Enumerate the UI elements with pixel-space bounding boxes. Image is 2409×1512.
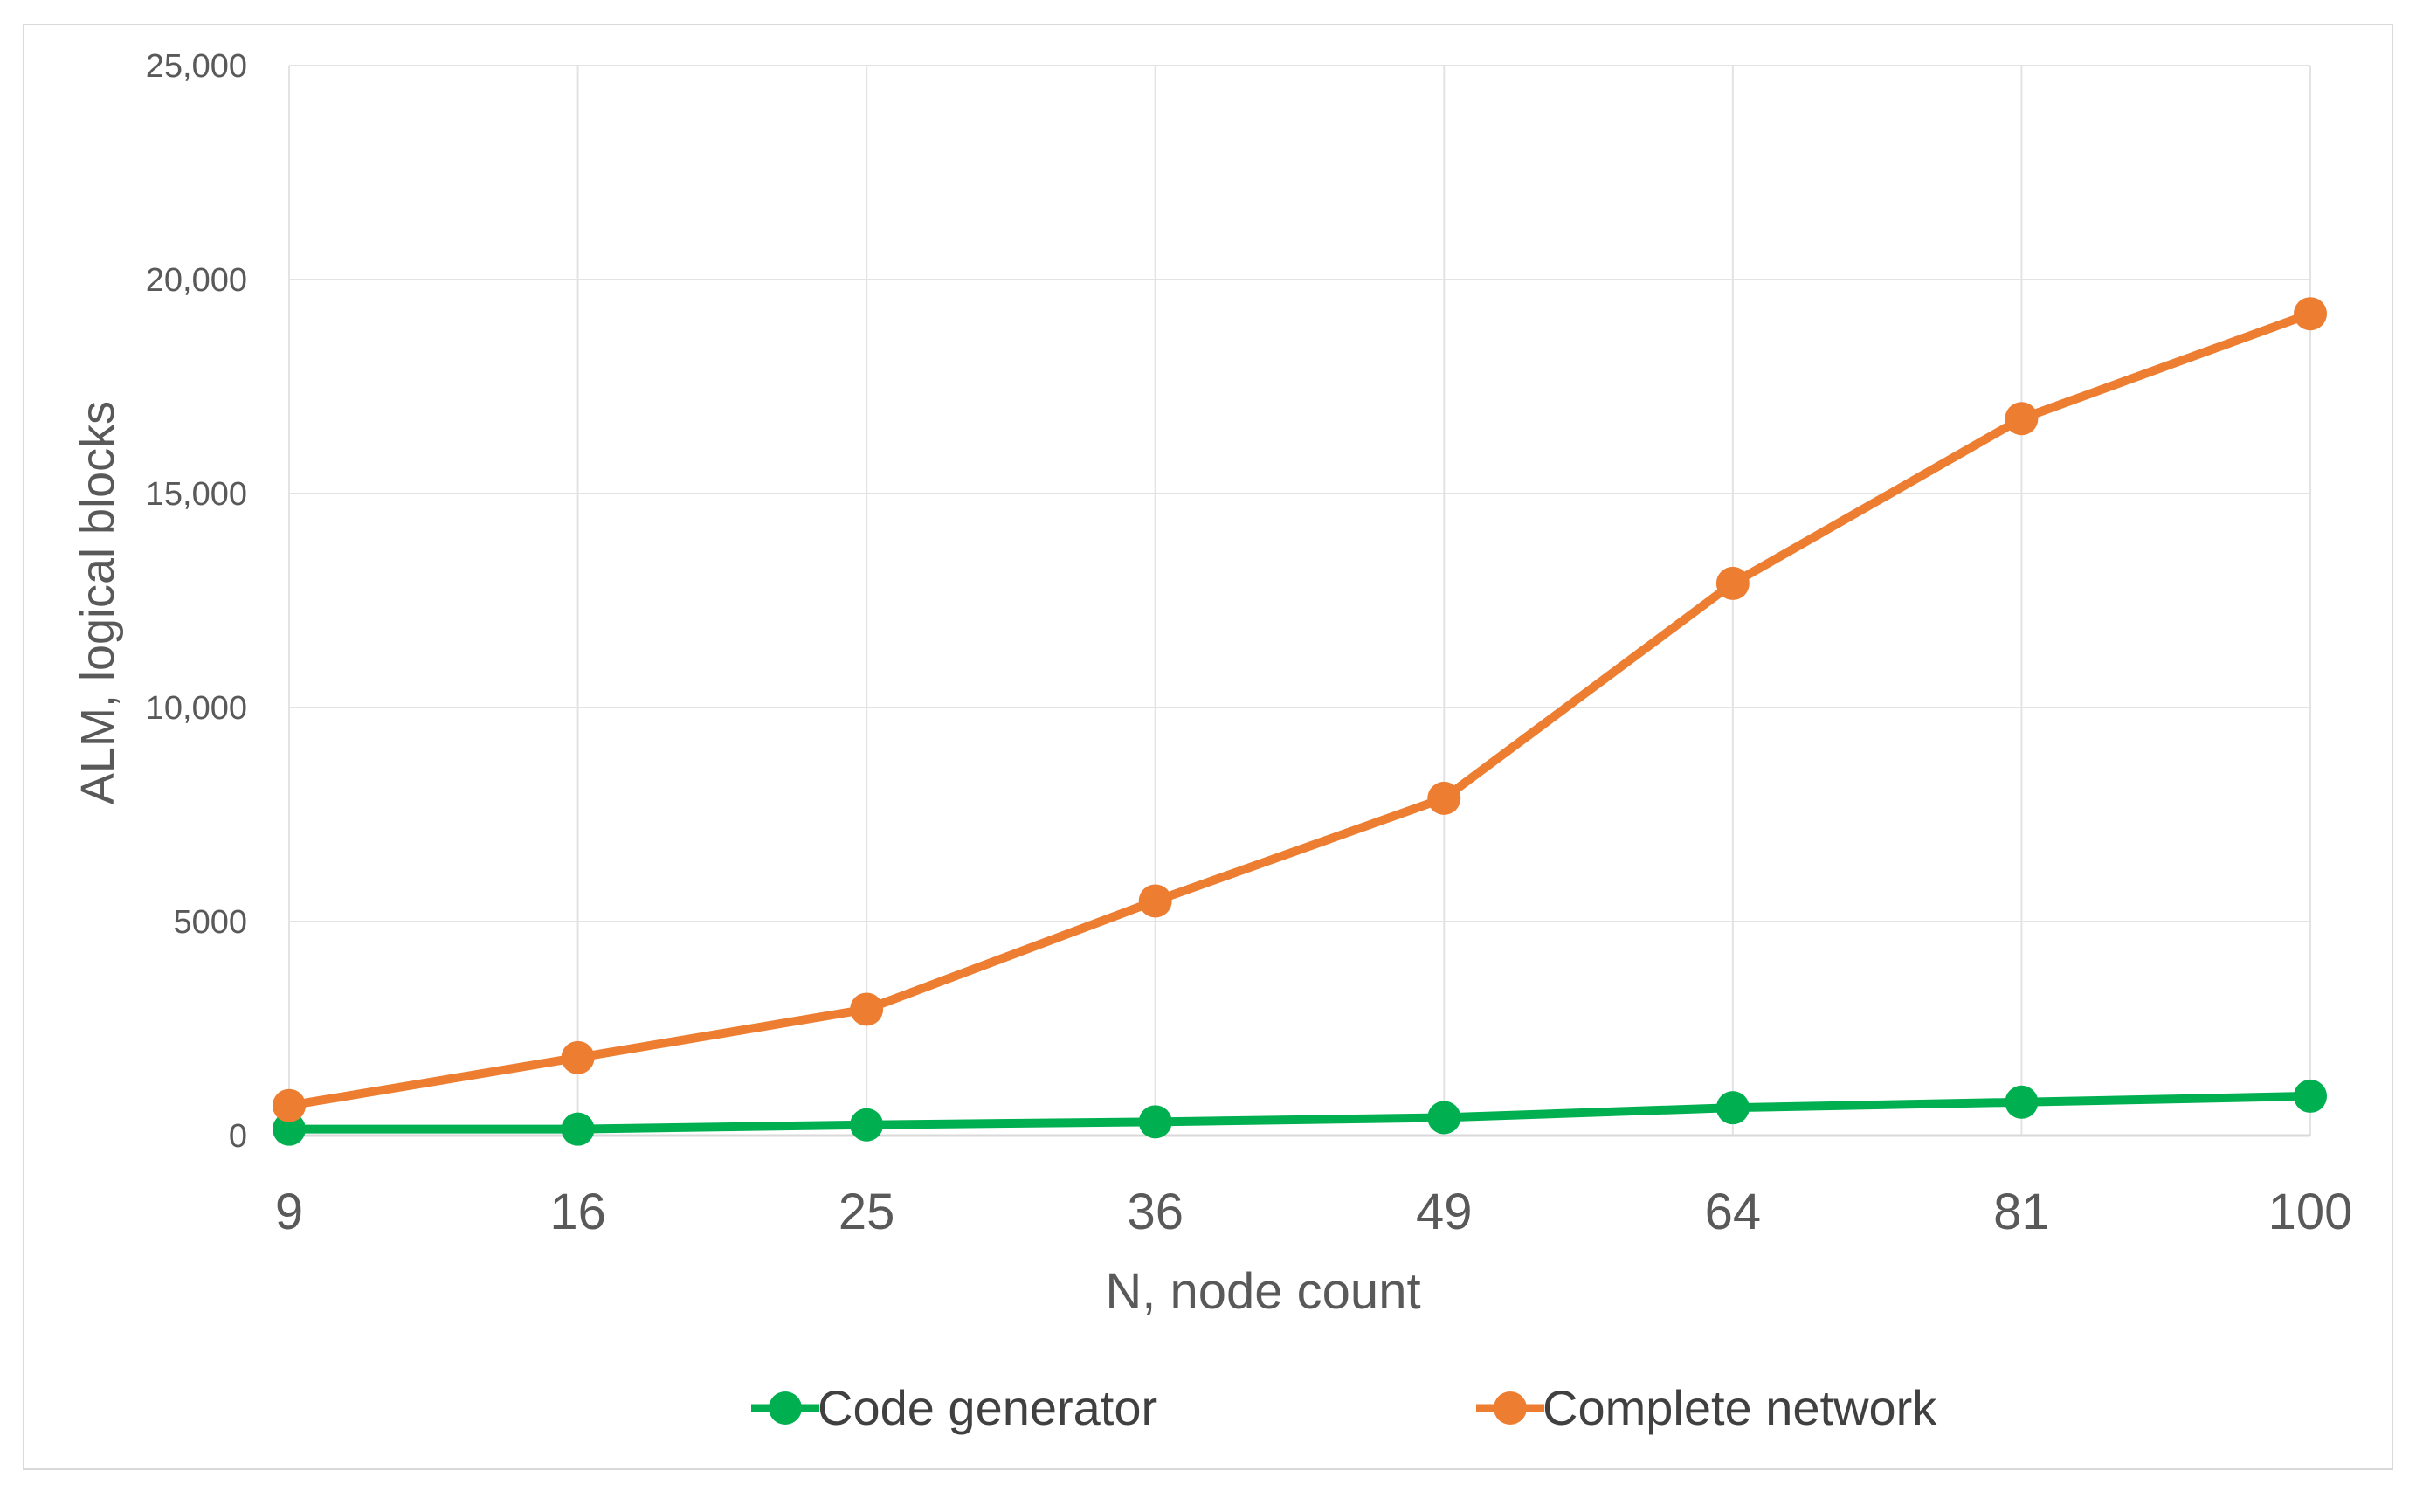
data-point-code-generator [1715, 1091, 1750, 1125]
y-axis-title: ALM, logical blocks [72, 401, 124, 804]
x-axis-ticks: 9 16 25 36 49 64 81 100 [275, 1184, 2353, 1240]
data-point-complete-network [2005, 402, 2039, 436]
data-point-complete-network [273, 1088, 306, 1122]
gridlines [288, 65, 2311, 1137]
x-axis-title: N, node count [1105, 1263, 1420, 1320]
data-point-complete-network [561, 1040, 595, 1074]
y-tick-label: 15,000 [146, 476, 247, 513]
x-tick-label: 25 [839, 1184, 895, 1240]
data-point-code-generator [1138, 1105, 1172, 1139]
x-tick-label: 64 [1705, 1184, 1762, 1240]
x-tick-label: 100 [2268, 1184, 2353, 1240]
data-point-code-generator [2005, 1085, 2039, 1119]
data-point-code-generator [273, 1112, 306, 1146]
data-point-complete-network [1427, 781, 1461, 815]
legend-item-complete-network: Complete network [1476, 1380, 1937, 1435]
legend-label-complete-network: Complete network [1543, 1380, 1937, 1435]
y-tick-label: 0 [229, 1118, 247, 1155]
y-tick-label: 10,000 [146, 690, 247, 727]
data-point-code-generator [850, 1108, 884, 1142]
series-complete-network [273, 297, 2327, 1122]
legend-item-code-generator: Code generator [751, 1380, 1157, 1435]
legend-label-code-generator: Code generator [818, 1380, 1157, 1435]
x-tick-label: 9 [275, 1184, 303, 1240]
series-line-complete-network [285, 309, 2315, 1110]
data-point-code-generator [561, 1112, 595, 1146]
data-point-complete-network [850, 992, 884, 1026]
series-lines [273, 297, 2327, 1146]
data-point-complete-network [1138, 884, 1172, 918]
x-tick-label: 81 [1993, 1184, 2050, 1240]
data-point-code-generator [2294, 1079, 2327, 1113]
data-point-complete-network [1715, 566, 1750, 600]
x-tick-label: 36 [1127, 1184, 1184, 1240]
data-point-code-generator [1427, 1101, 1461, 1135]
series-code-generator [273, 1079, 2327, 1146]
y-tick-label: 25,000 [146, 48, 247, 85]
chart-frame [23, 24, 2393, 1470]
legend-marker-code-generator [769, 1391, 802, 1425]
x-tick-label: 49 [1416, 1184, 1473, 1240]
x-tick-label: 16 [549, 1184, 606, 1240]
data-point-complete-network [2294, 297, 2327, 331]
y-tick-label: 20,000 [146, 262, 247, 299]
legend-marker-complete-network [1494, 1391, 1527, 1425]
y-axis-ticks: 0 5000 10,000 15,000 20,000 25,000 [146, 48, 247, 1155]
legend: Code generator Complete network [751, 1380, 1937, 1435]
y-tick-label: 5000 [173, 904, 247, 941]
series-line-code-generator [285, 1091, 2315, 1134]
